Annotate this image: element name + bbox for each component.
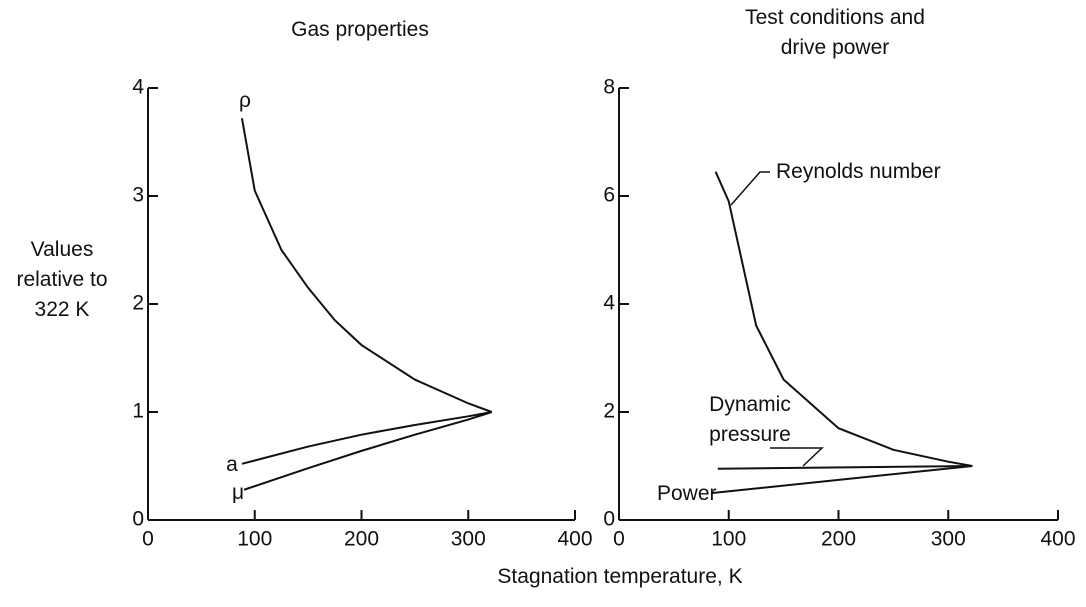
leader-line [730, 171, 770, 206]
leader-line [770, 447, 824, 467]
line [712, 465, 973, 494]
y-tick-label: 2 [132, 292, 144, 315]
x-tick-label: 400 [557, 528, 592, 551]
line [240, 118, 493, 413]
x-tick-label: 200 [344, 528, 379, 551]
chart-title: Test conditions and drive power [745, 6, 925, 59]
y-axis-label: Values relative to 322 K [16, 238, 108, 321]
y-tick-label: 2 [603, 400, 615, 423]
series-label: Power [657, 482, 717, 505]
y-tick-label: 6 [603, 184, 615, 207]
line [241, 411, 492, 465]
y-tick-label: 8 [603, 76, 615, 99]
x-tick-label: 0 [142, 528, 154, 551]
x-tick-label: 0 [613, 528, 625, 551]
y-tick-label: 4 [603, 292, 615, 315]
x-tick-label: 200 [821, 528, 856, 551]
y-tick-label: 4 [132, 76, 144, 99]
series-label: ρ [239, 89, 251, 112]
chart-title: Gas properties [291, 18, 429, 41]
line [243, 411, 493, 491]
y-tick-label: 3 [132, 184, 144, 207]
line [717, 465, 973, 470]
series-label: a [226, 453, 238, 476]
y-tick-label: 0 [132, 508, 144, 531]
x-tick-label: 100 [237, 528, 272, 551]
x-axis-label: Stagnation temperature, K [497, 565, 743, 588]
y-tick-label: 0 [603, 508, 615, 531]
series-label: μ [231, 481, 245, 504]
y-tick-label: 1 [132, 400, 144, 423]
x-tick-label: 300 [931, 528, 966, 551]
series-label: Reynolds number [776, 160, 941, 183]
series-label: Dynamic pressure [709, 393, 791, 446]
x-tick-label: 400 [1040, 528, 1075, 551]
x-tick-label: 300 [451, 528, 486, 551]
line [714, 171, 973, 467]
x-tick-label: 100 [711, 528, 746, 551]
